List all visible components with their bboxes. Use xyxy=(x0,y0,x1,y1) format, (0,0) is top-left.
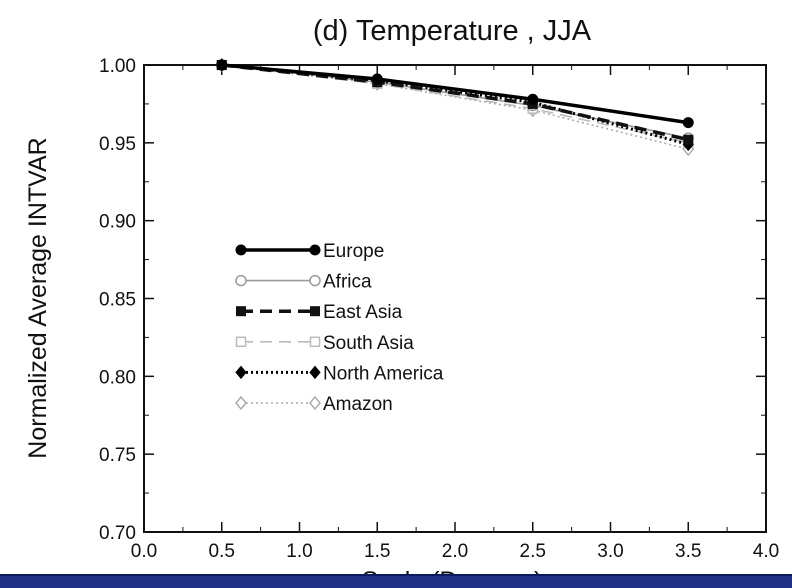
chart-title: (d) Temperature , JJA xyxy=(313,15,592,47)
y-tick-label: 0.70 xyxy=(99,523,136,544)
y-tick-label: 0.95 xyxy=(99,134,136,155)
series-europe xyxy=(216,59,694,129)
x-tick-label: 2.0 xyxy=(442,541,468,562)
legend-item: Africa xyxy=(235,272,372,293)
series-line xyxy=(221,64,689,150)
y-tick-label: 0.80 xyxy=(99,367,136,388)
legend-marker xyxy=(309,395,321,411)
data-point xyxy=(682,117,694,129)
legend-marker xyxy=(310,306,320,317)
x-tick-label: 3.5 xyxy=(675,541,701,562)
legend-marker xyxy=(309,274,321,287)
series-line xyxy=(221,63,689,146)
legend-item: East Asia xyxy=(236,302,403,323)
legend-marker xyxy=(235,244,247,256)
x-axis-ticks: 0.0 0.5 1.0 1.5 2.0 2.5 3.0 3.5 4.0 xyxy=(131,65,779,562)
y-axis-ticks: 1.00 0.95 0.90 0.85 0.80 0.75 0.70 xyxy=(99,56,766,544)
legend-label: Europe xyxy=(323,241,384,262)
legend-marker xyxy=(235,395,247,411)
legend-label: South Asia xyxy=(323,333,414,354)
legend-label: Amazon xyxy=(323,394,393,415)
legend-label: East Asia xyxy=(323,302,403,323)
legend-marker xyxy=(235,365,247,380)
x-tick-label: 1.0 xyxy=(286,541,312,562)
series-line xyxy=(221,63,689,125)
legend-marker xyxy=(235,336,247,348)
legend-label: Africa xyxy=(323,272,372,293)
legend-item: South Asia xyxy=(235,333,414,354)
legend-item: Amazon xyxy=(235,394,393,415)
x-tick-label: 4.0 xyxy=(753,541,779,562)
data-point xyxy=(527,93,539,105)
legend: Europe Africa East Asia South Asia North Ame… xyxy=(235,241,444,415)
x-tick-label: 1.5 xyxy=(364,541,390,562)
x-tick-label: 0.5 xyxy=(209,541,235,562)
data-point xyxy=(371,73,383,85)
y-tick-label: 0.85 xyxy=(99,290,136,311)
legend-marker xyxy=(309,365,321,380)
data-point xyxy=(683,134,694,145)
y-tick-label: 0.90 xyxy=(99,212,136,233)
series-layer xyxy=(215,57,695,157)
data-point xyxy=(216,59,228,71)
legend-label: North America xyxy=(323,363,444,384)
series-line xyxy=(221,63,689,142)
legend-marker xyxy=(309,244,321,256)
legend-item: Europe xyxy=(235,241,384,262)
legend-marker xyxy=(309,336,321,348)
x-tick-label: 0.0 xyxy=(131,541,157,562)
x-tick-label: 2.5 xyxy=(520,541,546,562)
y-tick-label: 0.75 xyxy=(99,445,136,466)
bottom-bar xyxy=(0,574,792,588)
legend-item: North America xyxy=(235,363,444,384)
legend-marker xyxy=(235,274,247,287)
y-tick-label: 1.00 xyxy=(99,56,136,77)
legend-marker xyxy=(236,306,246,317)
series-line xyxy=(221,64,689,144)
y-axis-label: Normalized Average INTVAR xyxy=(24,137,52,458)
x-tick-label: 3.0 xyxy=(597,541,623,562)
